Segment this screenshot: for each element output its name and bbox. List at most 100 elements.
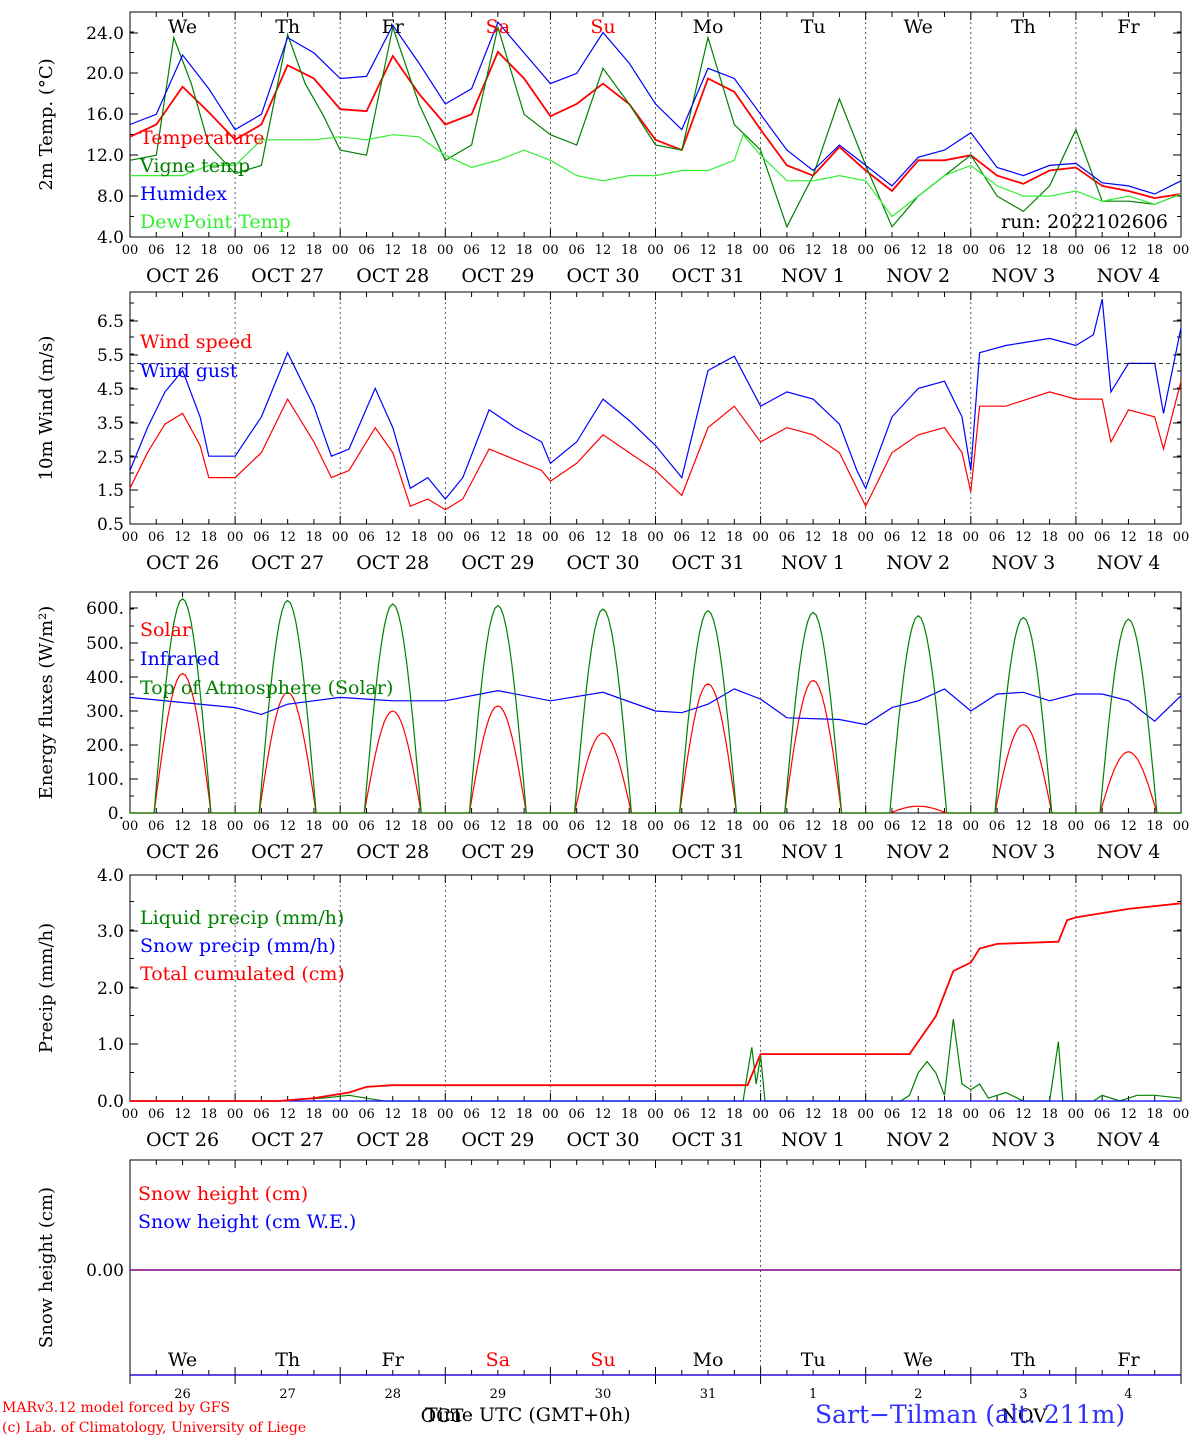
legend-entry: Total cumulated (cm) [140,963,345,985]
hour-tick-label: 00 [963,1107,980,1122]
y-tick-label: 3.0 [97,922,124,942]
legend-entry: Humidex [140,183,227,205]
hour-tick-label: 12 [279,243,296,258]
hour-tick-label: 00 [963,243,980,258]
hour-tick-label: 12 [384,243,401,258]
date-label: NOV 3 [991,1129,1055,1151]
hour-tick-label: 00 [332,530,349,545]
y-tick-label: 5.5 [97,346,124,366]
hour-tick-label: 00 [963,819,980,834]
y-tick-label: 12.0 [86,146,124,166]
hour-tick-label: 00 [332,1107,349,1122]
hour-tick-label: 18 [1041,1107,1058,1122]
hour-tick-label: 00 [122,530,139,545]
date-label: OCT 26 [146,841,219,863]
series-line [130,902,1182,1102]
month-label-nov: NOV [1001,1405,1047,1427]
run-label: run: 2022102606 [1001,211,1168,233]
hour-tick-label: 06 [674,1107,691,1122]
hour-tick-label: 06 [358,819,375,834]
hour-tick-label: 12 [279,819,296,834]
hour-tick-label: 00 [857,530,874,545]
hour-tick-label: 06 [358,1107,375,1122]
y-tick-label: 4.0 [97,866,124,886]
series-line [129,50,1182,200]
hour-tick-label: 00 [437,243,454,258]
hour-tick-label: 12 [700,819,717,834]
y-tick-label: 500. [86,634,124,654]
y-tick-label: 600. [86,599,124,619]
hour-tick-label: 12 [910,530,927,545]
y-tick-label: 0.5 [97,515,124,535]
hour-tick-label: 06 [1094,819,1111,834]
hour-tick-label: 18 [306,243,323,258]
hour-tick-label: 12 [595,530,612,545]
hour-tick-label: 06 [463,530,480,545]
legend-entry: Temperature [140,127,264,149]
hour-tick-label: 06 [1094,530,1111,545]
hour-tick-label: 12 [1015,530,1032,545]
weekday-label: Mo [693,16,724,38]
date-label: NOV 2 [886,552,950,574]
series-line [129,381,1182,511]
hour-tick-label: 00 [752,530,769,545]
legend-entry: Infrared [140,648,220,670]
hour-tick-label: 06 [568,243,585,258]
legend-entry: Wind gust [140,360,238,382]
legend-entry: Snow precip (mm/h) [140,935,336,957]
hour-tick-label: 06 [989,1107,1006,1122]
weekday-label: Th [275,16,300,38]
hour-tick-label: 12 [805,530,822,545]
hour-tick-label: 18 [1146,243,1163,258]
hour-tick-label: 06 [884,243,901,258]
date-label: OCT 30 [566,1129,639,1151]
hour-tick-label: 12 [490,243,507,258]
date-label: NOV 1 [781,1129,845,1151]
hour-tick-label: 12 [1015,819,1032,834]
weekday-label: Su [590,16,615,38]
date-label: OCT 28 [356,841,429,863]
date-label: OCT 27 [251,841,324,863]
hour-tick-label: 00 [1173,530,1190,545]
y-tick-label: 0. [108,804,124,824]
date-label: NOV 4 [1097,265,1161,287]
y-tick-label: 1.5 [97,481,124,501]
date-label: OCT 26 [146,552,219,574]
hour-tick-label: 18 [516,243,533,258]
date-label: NOV 2 [886,841,950,863]
hour-tick-label: 06 [674,819,691,834]
date-label: OCT 27 [251,265,324,287]
hour-tick-label: 18 [1041,530,1058,545]
day-number-label: 4 [1124,1387,1132,1402]
hour-tick-label: 12 [279,530,296,545]
model-credit: MARv3.12 model forced by GFS [2,1400,231,1416]
hour-tick-label: 00 [1068,530,1085,545]
hour-tick-label: 18 [411,819,428,834]
hour-tick-label: 06 [568,1107,585,1122]
weekday-label: Tu [801,1349,826,1371]
hour-tick-label: 18 [306,530,323,545]
hour-tick-label: 00 [227,243,244,258]
hour-tick-label: 18 [306,819,323,834]
hour-tick-label: 06 [779,243,796,258]
hour-tick-label: 12 [805,243,822,258]
date-label: OCT 31 [672,265,745,287]
hour-tick-label: 00 [332,243,349,258]
hour-tick-label: 12 [384,530,401,545]
day-number-label: 1 [809,1387,817,1402]
hour-tick-label: 18 [621,530,638,545]
hour-tick-label: 12 [490,1107,507,1122]
hour-tick-label: 18 [831,819,848,834]
date-label: OCT 26 [146,265,219,287]
date-label: OCT 29 [461,552,534,574]
hour-tick-label: 12 [595,1107,612,1122]
date-label: OCT 30 [566,552,639,574]
hour-tick-label: 00 [647,819,664,834]
hour-tick-label: 06 [253,1107,270,1122]
hour-tick-label: 06 [1094,1107,1111,1122]
hour-tick-label: 18 [726,1107,743,1122]
hour-tick-label: 00 [437,530,454,545]
weekday-label: Fr [1117,1349,1140,1371]
series-line [129,298,1182,500]
